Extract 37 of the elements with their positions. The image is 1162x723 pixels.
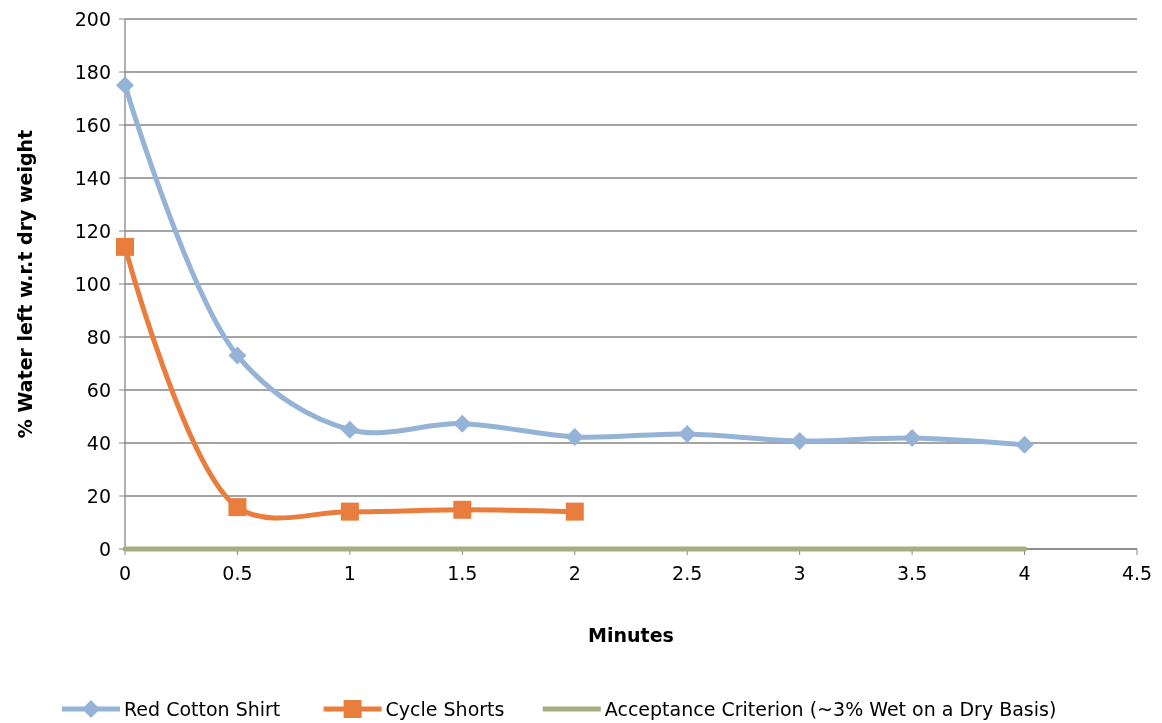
- y-tick-label: 20: [86, 484, 111, 507]
- point: [228, 346, 247, 365]
- point: [340, 502, 359, 521]
- legend-label: Red Cotton Shirt: [124, 698, 281, 720]
- x-tick-label: 1.5: [447, 562, 478, 584]
- y-tick-label: 160: [74, 113, 111, 136]
- x-axis-title: Minutes: [588, 624, 674, 646]
- y-tick-label: 100: [74, 272, 111, 295]
- y-tick-label: 180: [74, 60, 111, 83]
- x-tick-label: 2.5: [672, 562, 703, 584]
- y-tick-label: 140: [74, 166, 111, 189]
- x-tick-label: 3: [793, 562, 806, 584]
- point: [453, 500, 472, 519]
- point: [228, 498, 247, 517]
- x-tick-label: 1: [343, 562, 356, 584]
- point: [116, 237, 134, 256]
- legend-label: Cycle Shorts: [385, 698, 505, 720]
- y-tick-label: 60: [86, 378, 111, 401]
- y-tick-label: 120: [74, 219, 111, 242]
- x-tick-label: 0.5: [222, 562, 253, 584]
- point: [340, 420, 359, 439]
- x-tick-label: 0: [118, 562, 132, 584]
- x-tick-label: 3.5: [897, 562, 928, 584]
- y-tick-label: 0: [98, 537, 111, 560]
- point: [565, 502, 584, 521]
- point: [453, 414, 472, 433]
- legend-label: Acceptance Criterion (~3% Wet on a Dry Basis): [604, 698, 1057, 720]
- y-tick-label: 200: [74, 7, 111, 30]
- point: [1015, 435, 1034, 454]
- y-axis-title: % Water left w.r.t dry weight: [14, 129, 36, 439]
- x-tick-label: 4.5: [1121, 562, 1153, 584]
- y-tick-label: 40: [86, 431, 111, 454]
- x-tick-label: 4: [1018, 562, 1031, 584]
- point: [565, 427, 584, 446]
- y-tick-label: 80: [86, 325, 111, 348]
- x-tick-label: 2: [568, 562, 581, 584]
- point: [116, 76, 134, 95]
